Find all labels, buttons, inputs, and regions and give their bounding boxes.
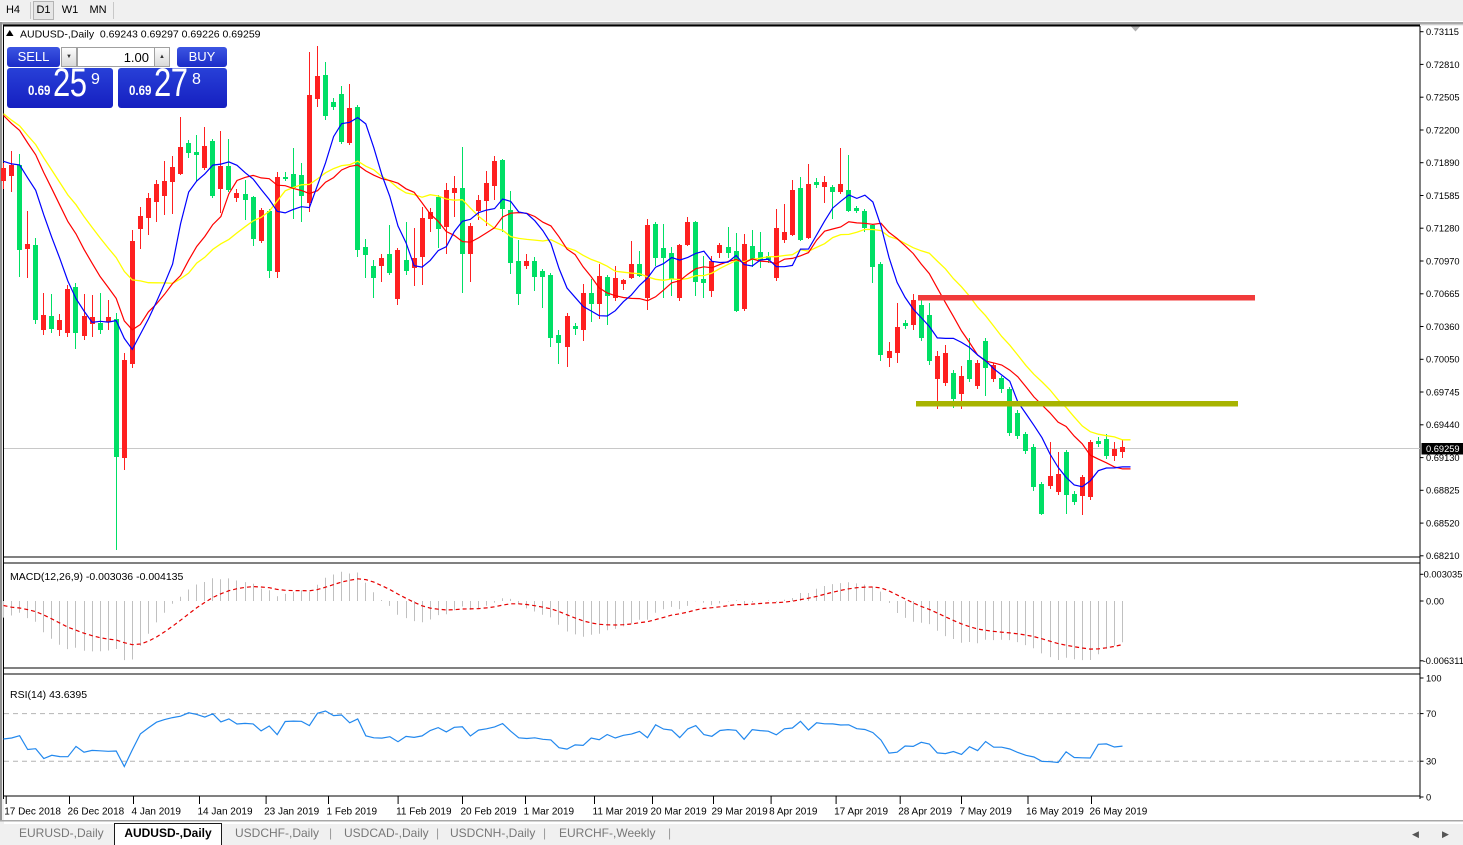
svg-text:0.70665: 0.70665 [1426, 289, 1460, 299]
svg-text:MACD(12,26,9) -0.003036 -0.004: MACD(12,26,9) -0.003036 -0.004135 [10, 571, 184, 583]
svg-text:0.68210: 0.68210 [1426, 551, 1460, 561]
svg-text:20 Mar 2019: 20 Mar 2019 [651, 807, 708, 818]
svg-text:20 Feb 2019: 20 Feb 2019 [461, 807, 518, 818]
svg-text:26 May 2019: 26 May 2019 [1090, 807, 1148, 818]
svg-text:AUDUSD-,Daily 0.69243 0.69297: AUDUSD-,Daily 0.69243 0.69297 0.69226 0.… [20, 29, 261, 41]
svg-text:0.72200: 0.72200 [1426, 125, 1460, 135]
svg-text:0.68825: 0.68825 [1426, 486, 1460, 496]
svg-text:0.69130: 0.69130 [1426, 453, 1460, 463]
svg-text:70: 70 [1426, 709, 1436, 719]
svg-text:-0.006311: -0.006311 [1423, 656, 1463, 666]
svg-text:0.70970: 0.70970 [1426, 256, 1460, 266]
svg-text:RSI(14) 43.6395: RSI(14) 43.6395 [10, 689, 87, 701]
svg-text:4 Jan 2019: 4 Jan 2019 [132, 807, 182, 818]
svg-text:16 May 2019: 16 May 2019 [1026, 807, 1084, 818]
svg-text:0.70050: 0.70050 [1426, 355, 1460, 365]
svg-text:0.69440: 0.69440 [1426, 420, 1460, 430]
svg-text:17 Dec 2018: 17 Dec 2018 [4, 807, 61, 818]
svg-text:100: 100 [1426, 673, 1442, 683]
svg-text:8 Apr 2019: 8 Apr 2019 [769, 807, 818, 818]
svg-text:0.72505: 0.72505 [1426, 93, 1460, 103]
svg-text:14 Jan 2019: 14 Jan 2019 [198, 807, 253, 818]
svg-text:0.69259: 0.69259 [1426, 444, 1460, 454]
svg-text:0.72810: 0.72810 [1426, 60, 1460, 70]
svg-text:11 Feb 2019: 11 Feb 2019 [396, 807, 452, 818]
svg-text:1 Mar 2019: 1 Mar 2019 [524, 807, 575, 818]
svg-text:0.71890: 0.71890 [1426, 158, 1460, 168]
svg-text:0.71585: 0.71585 [1426, 191, 1460, 201]
svg-text:0.71280: 0.71280 [1426, 224, 1460, 234]
svg-text:11 Mar 2019: 11 Mar 2019 [593, 807, 649, 818]
svg-text:23 Jan 2019: 23 Jan 2019 [264, 807, 319, 818]
svg-text:1 Feb 2019: 1 Feb 2019 [327, 807, 378, 818]
svg-text:0.73115: 0.73115 [1426, 27, 1459, 37]
svg-text:7 May 2019: 7 May 2019 [960, 807, 1013, 818]
svg-text:17 Apr 2019: 17 Apr 2019 [834, 807, 888, 818]
svg-text:26 Dec 2018: 26 Dec 2018 [68, 807, 125, 818]
svg-text:0.70360: 0.70360 [1426, 322, 1460, 332]
svg-text:30: 30 [1426, 757, 1436, 767]
svg-text:0.003035: 0.003035 [1424, 570, 1463, 580]
svg-text:29 Mar 2019: 29 Mar 2019 [712, 807, 769, 818]
svg-text:28 Apr 2019: 28 Apr 2019 [898, 807, 952, 818]
svg-text:0.00: 0.00 [1426, 596, 1444, 606]
svg-text:0.69745: 0.69745 [1426, 387, 1460, 397]
svg-text:0.68520: 0.68520 [1426, 519, 1460, 529]
svg-text:0: 0 [1426, 792, 1431, 802]
